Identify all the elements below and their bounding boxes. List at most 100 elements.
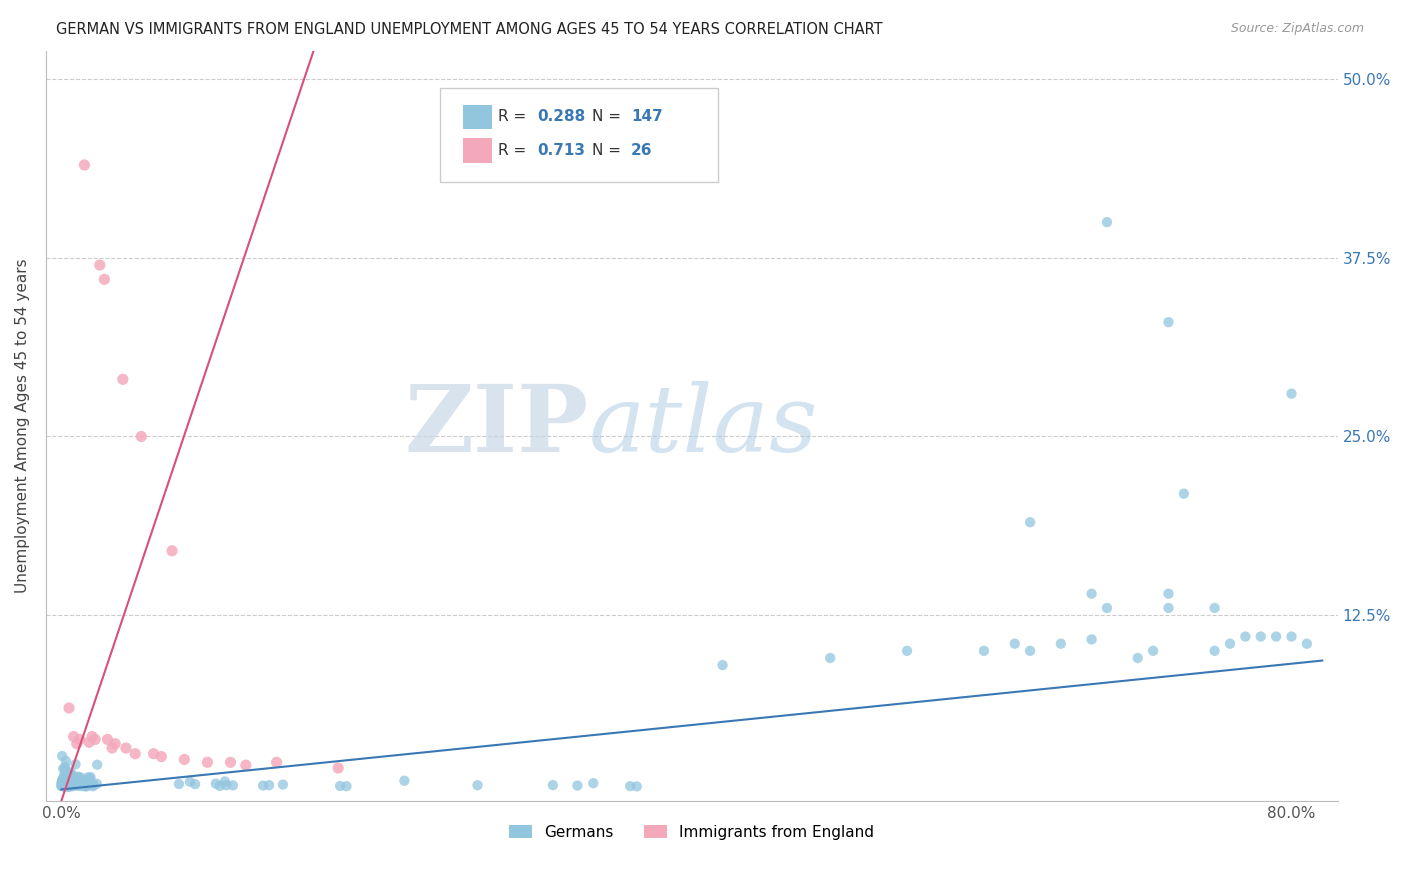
- Point: [56, 775, 79, 789]
- Point: [66, 773, 89, 788]
- Point: [58, 772, 80, 787]
- Point: [82, 778, 104, 792]
- Point: [257, 778, 280, 792]
- Point: [1004, 637, 1026, 651]
- Text: R =: R =: [498, 109, 531, 124]
- Point: [1095, 601, 1118, 615]
- Point: [63, 778, 86, 792]
- Text: 0.288: 0.288: [537, 109, 585, 124]
- Point: [77, 735, 100, 749]
- Point: [51, 774, 73, 789]
- Point: [93, 272, 115, 286]
- Point: [55, 754, 77, 768]
- Point: [1157, 587, 1180, 601]
- Point: [222, 778, 245, 792]
- Point: [1157, 601, 1180, 615]
- Point: [184, 777, 207, 791]
- Point: [65, 776, 87, 790]
- Point: [53, 769, 76, 783]
- Point: [215, 778, 238, 792]
- Point: [58, 776, 80, 790]
- Point: [84, 732, 107, 747]
- Point: [76, 779, 98, 793]
- Point: [326, 761, 349, 775]
- Point: [76, 771, 98, 785]
- Point: [1019, 515, 1042, 529]
- Point: [204, 776, 226, 790]
- Point: [55, 778, 77, 792]
- Point: [53, 763, 76, 777]
- Point: [53, 770, 76, 784]
- Point: [335, 779, 357, 793]
- Point: [89, 258, 111, 272]
- FancyBboxPatch shape: [440, 88, 717, 182]
- Point: [65, 775, 87, 789]
- Point: [567, 779, 589, 793]
- Point: [63, 776, 86, 790]
- Point: [58, 769, 80, 783]
- Point: [58, 774, 80, 789]
- Point: [235, 758, 257, 772]
- Point: [266, 756, 288, 770]
- Point: [58, 780, 80, 794]
- Point: [167, 777, 190, 791]
- Point: [1234, 630, 1257, 644]
- Point: [66, 737, 89, 751]
- Point: [56, 772, 79, 786]
- Point: [60, 780, 83, 794]
- Point: [65, 771, 87, 785]
- Point: [197, 756, 219, 770]
- Point: [86, 757, 108, 772]
- Point: [63, 778, 86, 792]
- Point: [52, 772, 75, 787]
- Point: [394, 773, 416, 788]
- Point: [69, 771, 91, 785]
- Text: GERMAN VS IMMIGRANTS FROM ENGLAND UNEMPLOYMENT AMONG AGES 45 TO 54 YEARS CORRELA: GERMAN VS IMMIGRANTS FROM ENGLAND UNEMPL…: [56, 22, 883, 37]
- Point: [619, 779, 641, 793]
- Point: [82, 730, 104, 744]
- FancyBboxPatch shape: [463, 138, 492, 163]
- Point: [1281, 630, 1303, 644]
- Point: [60, 776, 83, 790]
- Point: [1095, 215, 1118, 229]
- Point: [58, 779, 80, 793]
- FancyBboxPatch shape: [463, 104, 492, 129]
- Point: [79, 772, 101, 786]
- Point: [179, 774, 201, 789]
- Point: [160, 544, 183, 558]
- Point: [101, 741, 124, 756]
- Point: [142, 747, 165, 761]
- Point: [65, 778, 87, 792]
- Text: 0.713: 0.713: [537, 143, 585, 158]
- Point: [63, 777, 86, 791]
- Point: [219, 756, 242, 770]
- Point: [55, 779, 77, 793]
- Point: [818, 651, 841, 665]
- Point: [58, 701, 80, 715]
- Point: [51, 779, 73, 793]
- Point: [76, 775, 98, 789]
- Point: [55, 772, 77, 786]
- Point: [541, 778, 564, 792]
- Point: [66, 779, 89, 793]
- Point: [53, 776, 76, 790]
- Point: [1204, 601, 1226, 615]
- Point: [115, 741, 138, 756]
- Point: [96, 732, 118, 747]
- Point: [467, 778, 489, 792]
- Text: 147: 147: [631, 109, 662, 124]
- Point: [111, 372, 134, 386]
- Point: [150, 749, 173, 764]
- Point: [53, 769, 76, 783]
- Text: Source: ZipAtlas.com: Source: ZipAtlas.com: [1230, 22, 1364, 36]
- Point: [208, 779, 231, 793]
- Point: [62, 778, 84, 792]
- Point: [51, 774, 73, 789]
- Point: [51, 779, 73, 793]
- Text: ZIP: ZIP: [404, 381, 589, 471]
- Point: [82, 779, 104, 793]
- Point: [65, 775, 87, 789]
- Point: [53, 760, 76, 774]
- Point: [1296, 637, 1319, 651]
- Point: [52, 779, 75, 793]
